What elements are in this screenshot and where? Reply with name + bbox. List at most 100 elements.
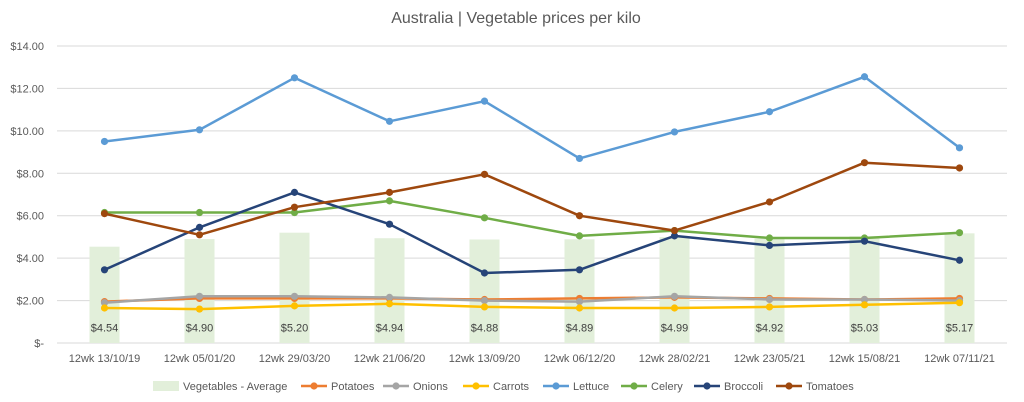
x-tick-label: 12wk 07/11/21 bbox=[924, 353, 995, 365]
legend-item-broccoli: Broccoli bbox=[694, 381, 763, 393]
bar-value-label: $5.03 bbox=[851, 322, 879, 334]
data-point-tomatoes bbox=[385, 188, 394, 196]
legend-marker bbox=[785, 382, 793, 390]
data-point-carrots bbox=[290, 302, 299, 310]
y-axis-ticks: $- $2.00 $4.00 $6.00 $8.00 $10.00 $12.00 $14.00 bbox=[10, 41, 44, 350]
data-point-lettuce bbox=[575, 154, 584, 163]
data-point-lettuce bbox=[195, 126, 204, 134]
bar-value-label: $4.88 bbox=[471, 322, 499, 334]
x-tick-label: 12wk 06/12/20 bbox=[544, 353, 616, 365]
legend-label: Tomatoes bbox=[806, 381, 854, 393]
data-point-tomatoes bbox=[670, 226, 679, 235]
data-point-lettuce bbox=[670, 128, 679, 136]
data-point-celery bbox=[290, 208, 299, 217]
average-bar bbox=[184, 239, 215, 343]
y-tick-label: $8.00 bbox=[16, 168, 44, 180]
legend-label: Onions bbox=[413, 381, 448, 393]
bar-value-label: $4.89 bbox=[566, 322, 594, 334]
average-bar bbox=[564, 239, 595, 343]
data-point-onions bbox=[575, 298, 584, 306]
average-bar bbox=[89, 246, 120, 343]
x-tick-label: 12wk 23/05/21 bbox=[734, 353, 806, 365]
average-bar bbox=[849, 236, 880, 343]
x-axis-ticks: 12wk 13/10/19 12wk 05/01/20 12wk 29/03/20 1… bbox=[69, 353, 995, 365]
average-bar bbox=[279, 232, 310, 343]
legend-marker bbox=[703, 382, 711, 390]
data-point-celery bbox=[385, 197, 394, 205]
average-bars bbox=[89, 232, 975, 343]
data-point-onions bbox=[385, 293, 394, 301]
bar-value-label: $4.99 bbox=[661, 322, 689, 334]
data-point-onions bbox=[290, 292, 299, 300]
x-tick-label: 12wk 29/03/20 bbox=[259, 353, 331, 365]
data-point-celery bbox=[195, 208, 204, 217]
data-point-lettuce bbox=[860, 73, 869, 81]
x-tick-label: 12wk 13/10/19 bbox=[69, 353, 141, 365]
y-tick-label: $14.00 bbox=[10, 41, 44, 53]
series-line-lettuce bbox=[104, 75, 961, 160]
data-point-lettuce bbox=[290, 74, 299, 82]
legend-marker bbox=[310, 382, 318, 390]
series-points bbox=[100, 73, 964, 313]
data-point-onions bbox=[765, 295, 774, 304]
data-point-broccoli bbox=[575, 266, 584, 274]
data-point-tomatoes bbox=[480, 170, 489, 178]
legend-item-potatoes: Potatoes bbox=[301, 381, 375, 393]
y-tick-label: $2.00 bbox=[16, 296, 44, 308]
data-point-lettuce bbox=[100, 137, 109, 146]
data-point-broccoli bbox=[670, 232, 679, 240]
average-bar bbox=[754, 238, 785, 343]
data-point-celery bbox=[765, 234, 774, 242]
legend-marker bbox=[472, 382, 480, 390]
chart-title: Australia | Vegetable prices per kilo bbox=[391, 10, 641, 27]
series-line-tomatoes bbox=[104, 161, 960, 237]
data-point-celery bbox=[955, 229, 964, 237]
x-tick-label: 12wk 05/01/20 bbox=[164, 353, 236, 365]
data-point-tomatoes bbox=[575, 212, 584, 220]
x-tick-label: 12wk 15/08/21 bbox=[829, 353, 901, 365]
data-point-broccoli bbox=[290, 188, 299, 196]
legend-label: Broccoli bbox=[724, 381, 763, 393]
legend-label: Lettuce bbox=[573, 381, 609, 393]
legend-marker bbox=[630, 382, 638, 390]
data-point-tomatoes bbox=[860, 159, 869, 167]
data-point-celery bbox=[575, 232, 584, 240]
legend-item-carrots: Carrots bbox=[463, 381, 530, 393]
data-point-onions bbox=[195, 292, 204, 300]
y-tick-label: $12.00 bbox=[10, 83, 44, 95]
data-point-carrots bbox=[955, 299, 964, 307]
series-line-broccoli bbox=[103, 191, 960, 275]
data-point-broccoli bbox=[385, 220, 394, 228]
data-point-broccoli bbox=[100, 266, 109, 274]
x-tick-label: 12wk 13/09/20 bbox=[449, 353, 521, 365]
x-tick-label: 12wk 21/06/20 bbox=[354, 353, 426, 365]
data-point-broccoli bbox=[480, 269, 489, 277]
data-point-carrots bbox=[385, 300, 394, 308]
y-tick-label: $4.00 bbox=[16, 253, 44, 265]
data-point-celery bbox=[480, 214, 489, 222]
data-point-lettuce bbox=[480, 97, 489, 105]
data-point-carrots bbox=[765, 303, 774, 311]
data-point-carrots bbox=[860, 301, 869, 309]
legend-item-onions: Onions bbox=[383, 381, 448, 393]
data-point-carrots bbox=[195, 305, 204, 313]
data-point-broccoli bbox=[765, 241, 774, 250]
data-point-broccoli bbox=[860, 237, 869, 245]
bar-value-labels: $4.54 $4.90 $5.20 $4.94 $4.88 $4.89 $4.99 $4.92… bbox=[91, 322, 974, 334]
data-point-broccoli bbox=[195, 223, 204, 231]
series-line-onions bbox=[104, 295, 960, 304]
data-point-carrots bbox=[100, 304, 109, 312]
legend-marker bbox=[392, 382, 400, 390]
bar-value-label: $4.92 bbox=[756, 322, 784, 334]
data-point-carrots bbox=[575, 304, 584, 312]
average-bar bbox=[659, 237, 690, 343]
y-tick-label: $10.00 bbox=[10, 126, 44, 138]
average-bar bbox=[374, 238, 405, 343]
bar-value-label: $5.20 bbox=[281, 322, 309, 334]
average-bar bbox=[944, 233, 975, 343]
data-point-tomatoes bbox=[290, 203, 299, 211]
bar-value-label: $4.54 bbox=[91, 322, 119, 334]
legend-item-vegetables-average: Vegetables - Average bbox=[153, 381, 287, 393]
